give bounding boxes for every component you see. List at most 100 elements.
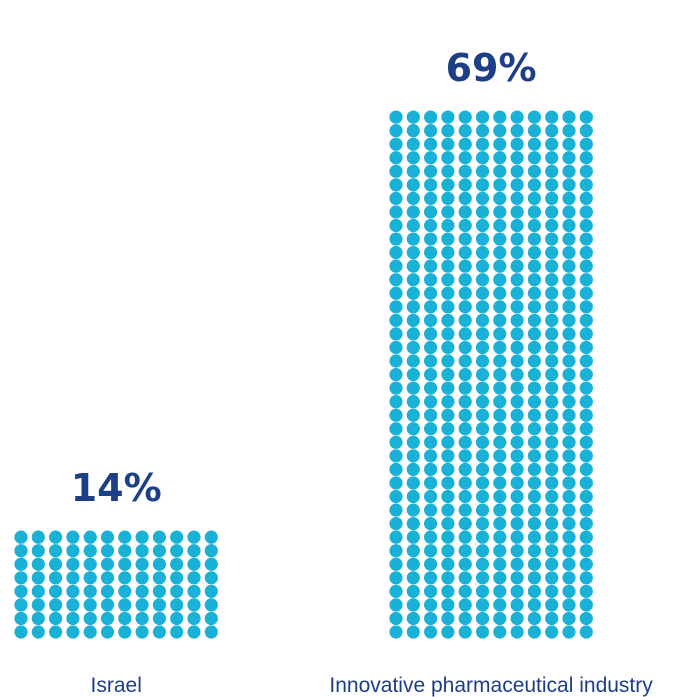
- bar-dot: [389, 449, 403, 463]
- bar-dot: [545, 191, 559, 205]
- bar-dot: [545, 381, 559, 395]
- bar-dot: [389, 191, 403, 205]
- bar-dot: [527, 557, 542, 571]
- bar-dot: [424, 354, 438, 368]
- bar-dot: [170, 625, 184, 639]
- bar-dot: [579, 340, 593, 355]
- bar-dot: [579, 557, 593, 571]
- bar-dot: [562, 584, 576, 598]
- bar-dot: [458, 286, 472, 300]
- bar-dot: [424, 530, 438, 544]
- bar-dot: [579, 408, 593, 422]
- bar-dot: [441, 300, 455, 314]
- bar-dot: [458, 178, 472, 192]
- bar-dot: [406, 124, 420, 138]
- bar-dot: [441, 191, 455, 205]
- bar-dot: [424, 422, 438, 436]
- bar-dot: [424, 137, 438, 151]
- bar-dot: [475, 110, 490, 124]
- bar-dot: [475, 625, 490, 639]
- bar-dot: [441, 110, 455, 124]
- bar-dot: [49, 625, 63, 639]
- bar-dot: [118, 544, 132, 558]
- bar-dot: [406, 435, 420, 449]
- bar-dot: [31, 598, 45, 612]
- bar-dot: [389, 395, 403, 409]
- bar-dot: [475, 354, 490, 368]
- bar-dot: [562, 449, 576, 463]
- bar-dot: [441, 273, 455, 287]
- bar-dot: [493, 435, 507, 449]
- bar-dot: [545, 354, 559, 368]
- bar-dot: [152, 544, 166, 558]
- bar-dot: [424, 367, 438, 382]
- bar-dot: [406, 327, 420, 341]
- bar-dot: [441, 544, 455, 558]
- bar-dot: [458, 110, 472, 124]
- bar-dot: [458, 503, 472, 517]
- bar-dot: [510, 489, 524, 504]
- bar-dot: [562, 191, 576, 205]
- bar-dot: [66, 584, 80, 598]
- bar-dot: [579, 571, 593, 585]
- bar-dot: [579, 476, 593, 490]
- bar-dot: [475, 381, 490, 395]
- bar-dot: [441, 246, 455, 260]
- bar-dot: [475, 611, 490, 626]
- bar-dot: [441, 205, 455, 219]
- bar-dot: [510, 151, 524, 165]
- bar-dot: [562, 246, 576, 260]
- bar-dot: [458, 273, 472, 287]
- bar-dot: [527, 205, 542, 219]
- bar-dot: [406, 625, 420, 639]
- bar-dot: [510, 300, 524, 314]
- bar-dot: [424, 598, 438, 612]
- bar-dot: [510, 205, 524, 219]
- bar-dot: [475, 367, 490, 382]
- bar-dot: [424, 340, 438, 355]
- bar-dot: [493, 611, 507, 626]
- bar-dot: [458, 205, 472, 219]
- bar-dot: [31, 544, 45, 558]
- bar-dot: [441, 584, 455, 598]
- bar-dot: [510, 286, 524, 300]
- bar-dot: [475, 449, 490, 463]
- bar-dot: [389, 218, 403, 233]
- bar-dot: [579, 151, 593, 165]
- bar-dot: [475, 218, 490, 233]
- bar-dot: [406, 110, 420, 124]
- bar-dot: [510, 218, 524, 233]
- bar-dot: [389, 422, 403, 436]
- bar-dot: [545, 178, 559, 192]
- bar-dot: [475, 191, 490, 205]
- bar-dot: [562, 300, 576, 314]
- bar-dot: [493, 422, 507, 436]
- bar-dot: [545, 435, 559, 449]
- bar-dot: [510, 178, 524, 192]
- bar-dot: [118, 598, 132, 612]
- bar-dot: [579, 517, 593, 531]
- bar-dot: [475, 164, 490, 178]
- bar-dot: [475, 571, 490, 585]
- bar-dot: [510, 124, 524, 138]
- bar-dot: [458, 557, 472, 571]
- bar-dot: [579, 367, 593, 382]
- bar-dot: [441, 218, 455, 233]
- bar-dot: [389, 598, 403, 612]
- bar-dot: [579, 598, 593, 612]
- bar-dot: [424, 557, 438, 571]
- bar-dot: [424, 164, 438, 178]
- bar-dot: [389, 381, 403, 395]
- bar-dot: [493, 164, 507, 178]
- bar-dot: [389, 625, 403, 639]
- bar-dot: [545, 517, 559, 531]
- bar-dot: [441, 530, 455, 544]
- bar-dot: [49, 571, 63, 585]
- bar-dot: [441, 571, 455, 585]
- bar-dot: [562, 367, 576, 382]
- bar-dot: [424, 435, 438, 449]
- bar-dot: [187, 530, 201, 544]
- bar-dot: [493, 178, 507, 192]
- bar-dot: [424, 327, 438, 341]
- bar-dot: [118, 557, 132, 571]
